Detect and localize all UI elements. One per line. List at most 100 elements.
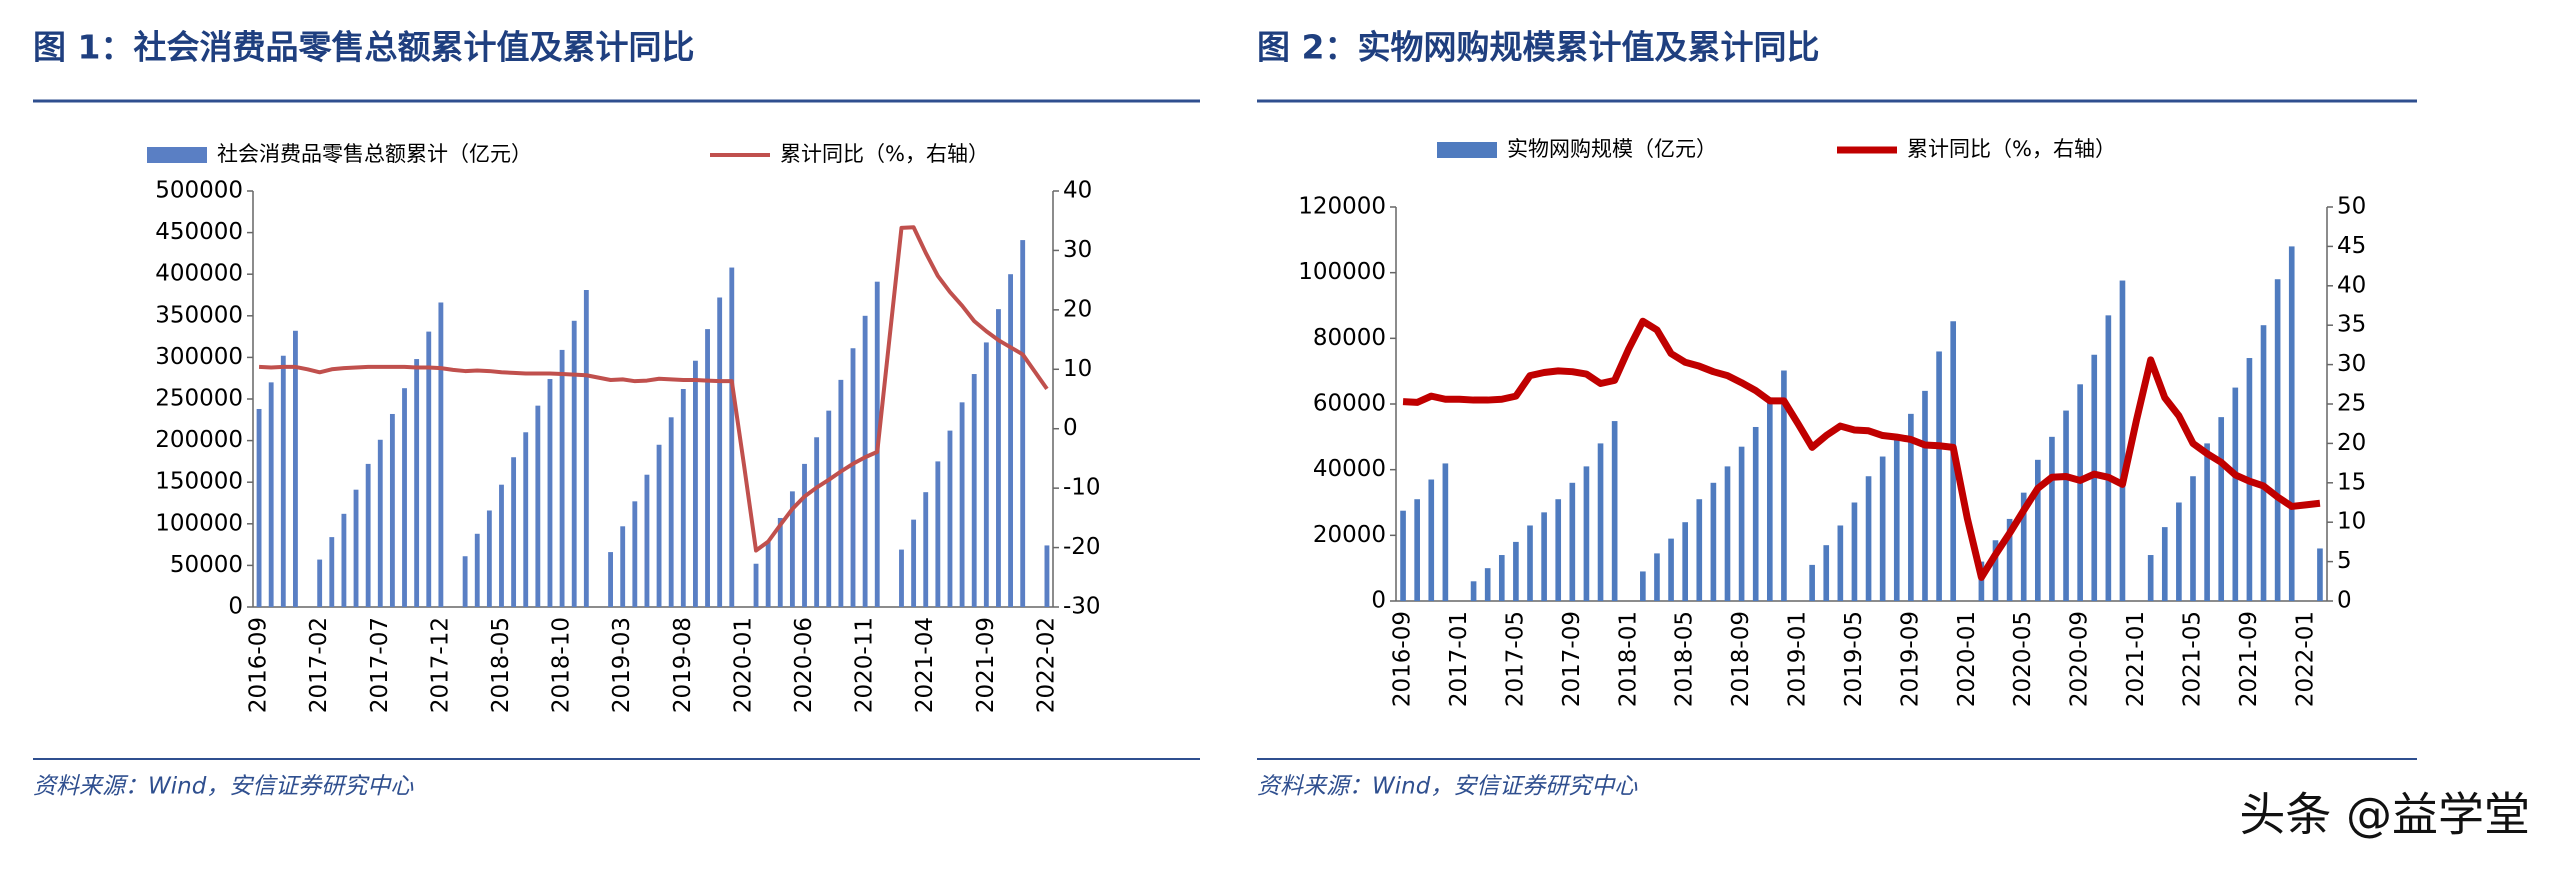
x-tick-label: 2018-10 bbox=[549, 617, 575, 713]
bar bbox=[777, 517, 783, 607]
bar bbox=[389, 413, 395, 607]
bar bbox=[2204, 443, 2210, 601]
y-tick-label: 150000 bbox=[155, 469, 243, 495]
bar bbox=[717, 297, 723, 607]
y2-tick-label: 45 bbox=[2337, 233, 2366, 259]
chart-title: 图 1：社会消费品零售总额累计值及累计同比 bbox=[33, 28, 694, 67]
bar bbox=[729, 267, 735, 607]
bar bbox=[705, 329, 710, 607]
bar bbox=[511, 457, 517, 607]
bar bbox=[293, 330, 298, 607]
bar bbox=[2176, 502, 2182, 601]
x-tick-label: 2021-05 bbox=[2179, 611, 2205, 707]
legend-label: 社会消费品零售总额累计（亿元） bbox=[217, 142, 532, 166]
bar bbox=[971, 374, 977, 607]
bar bbox=[1008, 274, 1013, 607]
bar bbox=[1513, 541, 1519, 601]
bar bbox=[899, 549, 904, 607]
bar bbox=[1484, 568, 1491, 601]
y2-tick-label: -20 bbox=[1063, 534, 1101, 560]
x-tick-label: 2018-05 bbox=[488, 617, 514, 713]
bar bbox=[2260, 325, 2267, 601]
bar bbox=[1020, 240, 1026, 607]
x-tick-label: 2020-11 bbox=[852, 617, 878, 713]
bar bbox=[814, 437, 820, 607]
y2-tick-label: -10 bbox=[1063, 475, 1101, 501]
bar bbox=[608, 552, 613, 607]
bar bbox=[947, 430, 953, 607]
x-tick-label: 2019-03 bbox=[609, 617, 635, 713]
y-tick-label: 350000 bbox=[155, 302, 243, 328]
bar bbox=[693, 360, 698, 607]
bar bbox=[2190, 476, 2196, 601]
bar bbox=[1569, 482, 1576, 601]
bar bbox=[1555, 499, 1562, 601]
bar bbox=[402, 388, 407, 607]
bar bbox=[1414, 499, 1420, 601]
bar bbox=[753, 563, 759, 607]
bar bbox=[1738, 446, 1745, 601]
y-tick-label: 400000 bbox=[155, 261, 243, 287]
source-note: 资料来源：Wind，安信证券研究中心 bbox=[33, 774, 414, 800]
bar bbox=[583, 290, 589, 607]
bar bbox=[438, 302, 444, 607]
y-tick-label: 0 bbox=[1371, 588, 1386, 614]
x-tick-label: 2021-01 bbox=[2123, 611, 2149, 707]
bar bbox=[1696, 499, 1703, 601]
bar bbox=[2063, 410, 2069, 601]
y2-tick-label: 5 bbox=[2337, 548, 2352, 574]
y2-tick-label: 20 bbox=[1063, 296, 1092, 322]
bar bbox=[329, 537, 335, 607]
bar bbox=[1710, 482, 1717, 601]
bar bbox=[996, 309, 1001, 607]
y-tick-label: 20000 bbox=[1313, 522, 1386, 548]
y2-tick-label: 25 bbox=[2337, 391, 2366, 417]
x-tick-label: 2021-09 bbox=[973, 617, 999, 713]
bar bbox=[644, 474, 650, 607]
legend-label: 实物网购规模（亿元） bbox=[1507, 137, 1717, 161]
y-tick-label: 250000 bbox=[155, 386, 243, 412]
x-tick-label: 2019-09 bbox=[1897, 611, 1923, 707]
x-tick-label: 2017-07 bbox=[367, 617, 393, 713]
bar bbox=[1400, 510, 1406, 601]
bar bbox=[1978, 561, 1985, 601]
x-tick-label: 2017-09 bbox=[1559, 611, 1585, 707]
source-note: 资料来源：Wind，安信证券研究中心 bbox=[1257, 774, 1638, 800]
x-tick-label: 2021-09 bbox=[2236, 611, 2262, 707]
bar bbox=[959, 402, 965, 607]
y2-tick-label: 50 bbox=[2337, 194, 2366, 220]
bar bbox=[656, 444, 662, 607]
bar bbox=[317, 559, 323, 607]
bar bbox=[850, 348, 856, 607]
bar bbox=[802, 463, 807, 607]
x-tick-label: 2021-04 bbox=[912, 617, 938, 713]
y-tick-label: 500000 bbox=[155, 178, 243, 204]
bar bbox=[2020, 492, 2027, 601]
x-tick-label: 2020-06 bbox=[791, 617, 817, 713]
bar bbox=[1611, 421, 1618, 601]
bar bbox=[2035, 459, 2041, 601]
x-tick-label: 2018-09 bbox=[1728, 611, 1754, 707]
x-tick-label: 2019-08 bbox=[670, 617, 696, 713]
x-tick-label: 2017-01 bbox=[1446, 611, 1472, 707]
bar bbox=[2119, 280, 2126, 601]
bar bbox=[2288, 246, 2295, 601]
y-tick-label: 0 bbox=[228, 594, 243, 620]
bar bbox=[1470, 581, 1477, 601]
y2-tick-label: 20 bbox=[2337, 430, 2366, 456]
bar bbox=[2274, 279, 2281, 601]
bar bbox=[256, 408, 262, 607]
bar bbox=[1893, 436, 1900, 601]
y-tick-label: 100000 bbox=[155, 510, 243, 536]
bar bbox=[268, 382, 274, 607]
y2-tick-label: -30 bbox=[1063, 594, 1101, 620]
bar bbox=[838, 379, 844, 607]
y2-tick-label: 10 bbox=[2337, 509, 2366, 535]
x-tick-label: 2022-02 bbox=[1033, 617, 1059, 713]
bar bbox=[2105, 315, 2112, 601]
bar bbox=[535, 405, 541, 607]
bar bbox=[499, 484, 504, 607]
bar bbox=[280, 355, 286, 607]
bar bbox=[1837, 525, 1844, 601]
bar bbox=[1908, 413, 1914, 601]
